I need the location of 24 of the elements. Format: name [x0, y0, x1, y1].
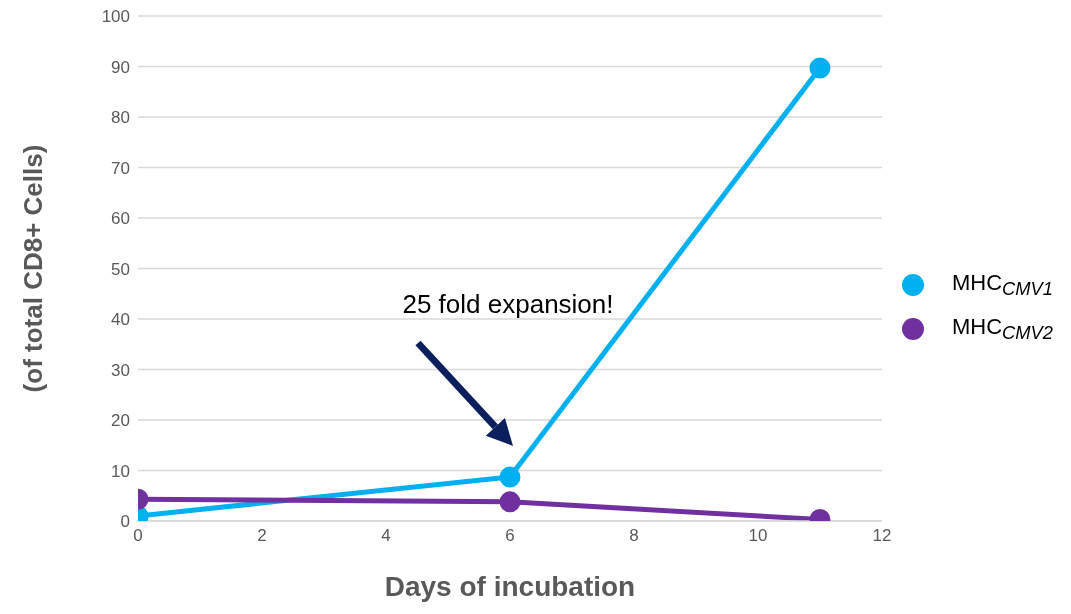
annotation: 25 fold expansion!	[402, 289, 614, 319]
x-tick-label: 4	[381, 526, 391, 546]
y-axis-title: (of total CD8+ Cells)	[18, 144, 49, 393]
y-tick-label: 100	[101, 7, 130, 27]
y-tick-label: 90	[111, 57, 130, 77]
y-tick-label: 60	[111, 209, 130, 229]
x-tick-label: 10	[748, 526, 768, 546]
x-axis-title: Days of incubation	[384, 571, 636, 602]
x-tick-label: 2	[257, 526, 267, 546]
legend-label: MHC$_{CMV2}$	[951, 314, 1053, 344]
x-tick-label: 12	[872, 526, 892, 546]
x-tick-label: 0	[133, 526, 143, 546]
y-tick-label: 80	[111, 108, 130, 128]
y-tick-label: 40	[111, 310, 130, 330]
y-tick-label: 30	[111, 360, 130, 380]
y-tick-label: 20	[111, 411, 130, 431]
legend-label: MHC$_{CMV1}$	[951, 269, 1053, 299]
y-tick-label: 10	[111, 461, 130, 481]
x-tick-label: 8	[629, 526, 639, 546]
y-tick-label: 0	[120, 512, 130, 532]
x-tick-label: 6	[505, 526, 515, 546]
y-tick-label: 70	[111, 158, 130, 178]
point	[499, 466, 521, 488]
y-tick-label: 50	[111, 259, 130, 279]
